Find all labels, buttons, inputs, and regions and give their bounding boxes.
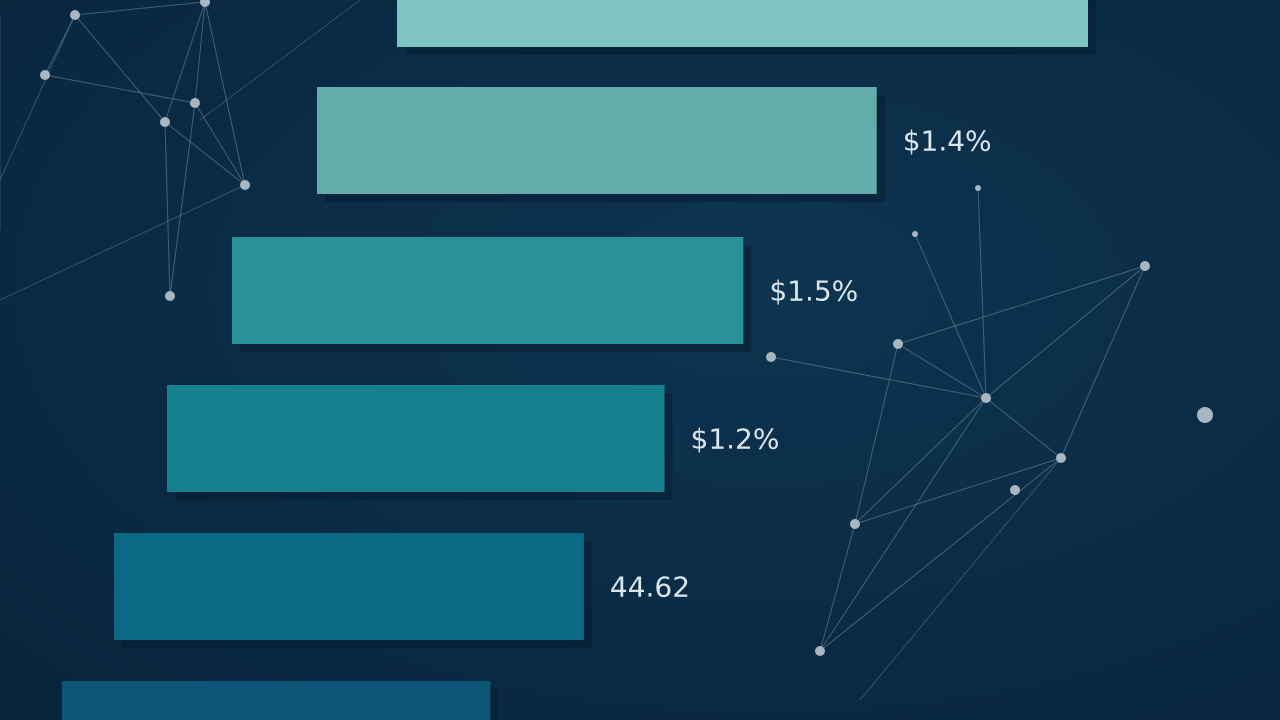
network-edge [854, 343, 899, 525]
network-node [160, 117, 170, 127]
data-label: 44.62 [610, 571, 690, 604]
network-edge [819, 457, 1062, 652]
network-edge [977, 187, 987, 399]
bar [62, 681, 491, 720]
network-node [1010, 485, 1020, 495]
network-edge [1060, 265, 1146, 459]
network-edge [199, 0, 361, 121]
network-node [70, 10, 80, 20]
network-node [766, 352, 776, 362]
network-node [850, 519, 860, 529]
network-edge [164, 1, 206, 123]
data-label: $1.4% [903, 125, 992, 158]
bar [114, 533, 584, 640]
network-edge [897, 343, 987, 399]
network-node [815, 646, 825, 656]
network-node [912, 231, 918, 237]
network-edge [897, 265, 1146, 345]
network-edge [169, 102, 196, 297]
network-edge [164, 121, 246, 186]
bar [232, 237, 744, 344]
network-edge [0, 14, 76, 181]
network-edge [194, 1, 206, 104]
network-edge [204, 1, 246, 186]
network-node [981, 393, 991, 403]
network-edge [914, 233, 987, 399]
network-node [190, 98, 200, 108]
network-edge [164, 121, 171, 297]
network-node [1056, 453, 1066, 463]
network-edge [770, 356, 987, 399]
network-edge [854, 457, 1062, 525]
data-label: $1.5% [769, 275, 858, 308]
bar [397, 0, 1088, 47]
network-edge [854, 397, 987, 525]
bar [167, 385, 665, 492]
network-edge [0, 184, 246, 301]
network-edge [985, 397, 1062, 459]
network-node [40, 70, 50, 80]
network-edge [194, 102, 246, 186]
network-node [1140, 261, 1150, 271]
network-edge [74, 14, 166, 123]
network-edge [74, 1, 206, 16]
bar [317, 87, 877, 194]
network-edge [44, 14, 76, 76]
network-edge [819, 523, 856, 652]
data-label: $1.2% [691, 423, 780, 456]
network-edge [44, 74, 196, 104]
network-edge [985, 265, 1146, 399]
network-edge [859, 457, 1062, 701]
network-node [893, 339, 903, 349]
network-node [1197, 407, 1213, 423]
network-node [165, 291, 175, 301]
network-edge [819, 397, 987, 652]
network-node [200, 0, 210, 7]
network-node [240, 180, 250, 190]
network-node [975, 185, 981, 191]
